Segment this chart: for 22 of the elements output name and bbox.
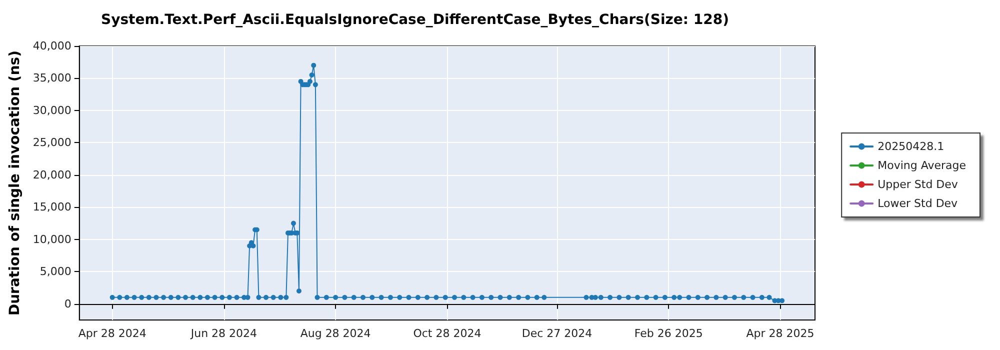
x-tick-label: Oct 28 2024 <box>413 327 482 340</box>
legend-label: 20250428.1 <box>878 140 944 153</box>
y-tick-label: 35,000 <box>32 72 72 85</box>
y-tick-label: 30,000 <box>32 104 72 117</box>
legend-label: Lower Std Dev <box>878 197 958 210</box>
y-axis-title: Duration of single invocation (ns) <box>7 50 23 316</box>
legend-label: Upper Std Dev <box>878 178 958 191</box>
x-tick-label: Aug 28 2024 <box>300 327 371 340</box>
y-tick-label: 10,000 <box>32 232 72 246</box>
y-tick-label: 5,000 <box>40 265 72 278</box>
legend-label: Moving Average <box>878 159 966 172</box>
x-tick-label: Apr 28 2025 <box>746 327 814 340</box>
y-tick-label: 40,000 <box>32 40 72 52</box>
x-tick-label: Feb 26 2025 <box>634 327 703 340</box>
x-tick-label: Apr 28 2024 <box>78 327 146 340</box>
chart-title: System.Text.Perf_Ascii.EqualsIgnoreCase_DifferentCase_Bytes_Chars(Size: 128) <box>100 12 730 28</box>
y-tick-label: 20,000 <box>32 168 72 182</box>
x-tick-label: Jun 28 2024 <box>190 327 258 340</box>
y-tick-label: 25,000 <box>32 136 72 150</box>
y-tick-label: 0 <box>64 297 72 310</box>
y-tick-label: 15,000 <box>32 200 72 214</box>
x-tick-label: Dec 27 2024 <box>522 327 592 340</box>
